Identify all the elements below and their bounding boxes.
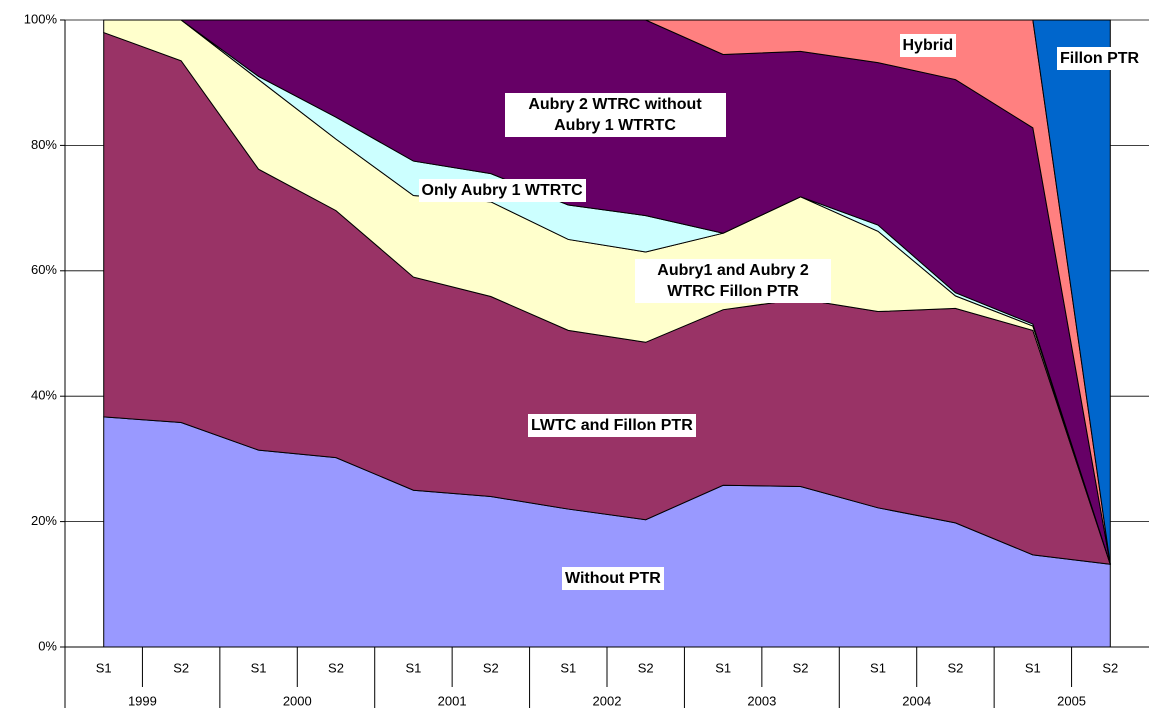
- x-group-label: 2004: [902, 693, 931, 708]
- y-tick-label: 20%: [31, 513, 57, 528]
- area-label: Fillon PTR: [1057, 46, 1143, 70]
- x-tick-label: S2: [638, 660, 654, 675]
- y-tick-label: 0%: [38, 638, 57, 653]
- x-group-label: 2000: [283, 693, 312, 708]
- area: [103, 19, 1111, 565]
- x-tick-label: S2: [793, 660, 809, 675]
- x-tick-label: S1: [870, 660, 886, 675]
- area-label: Aubry1 and Aubry 2 WTRC Fillon PTR: [635, 259, 831, 303]
- x-tick-label: S2: [483, 660, 499, 675]
- y-tick-label: 100%: [24, 11, 58, 26]
- x-group-label: 2001: [438, 693, 467, 708]
- x-group-label: 2002: [593, 693, 622, 708]
- x-tick-label: S2: [328, 660, 344, 675]
- area-label: Hybrid: [899, 33, 957, 57]
- x-group-label: 2005: [1057, 693, 1086, 708]
- y-tick-label: 60%: [31, 262, 57, 277]
- x-tick-label: S1: [715, 660, 731, 675]
- y-tick-label: 40%: [31, 388, 57, 403]
- x-tick-label: S1: [560, 660, 576, 675]
- x-tick-label: S2: [173, 660, 189, 675]
- x-tick-label: S1: [96, 660, 112, 675]
- x-tick-label: S2: [1102, 660, 1118, 675]
- area-label: Only Aubry 1 WTRTC: [418, 178, 586, 202]
- area-label: LWTC and Fillon PTR: [528, 413, 696, 437]
- x-tick-label: S1: [251, 660, 267, 675]
- y-tick-label: 80%: [31, 137, 57, 152]
- x-tick-label: S1: [1025, 660, 1041, 675]
- area-label: Without PTR: [562, 566, 664, 590]
- x-group-label: 1999: [128, 693, 157, 708]
- area-label: Aubry 2 WTRC without Aubry 1 WTRTC: [504, 93, 726, 137]
- x-tick-label: S2: [947, 660, 963, 675]
- x-group-label: 2003: [747, 693, 776, 708]
- x-tick-label: S1: [405, 660, 421, 675]
